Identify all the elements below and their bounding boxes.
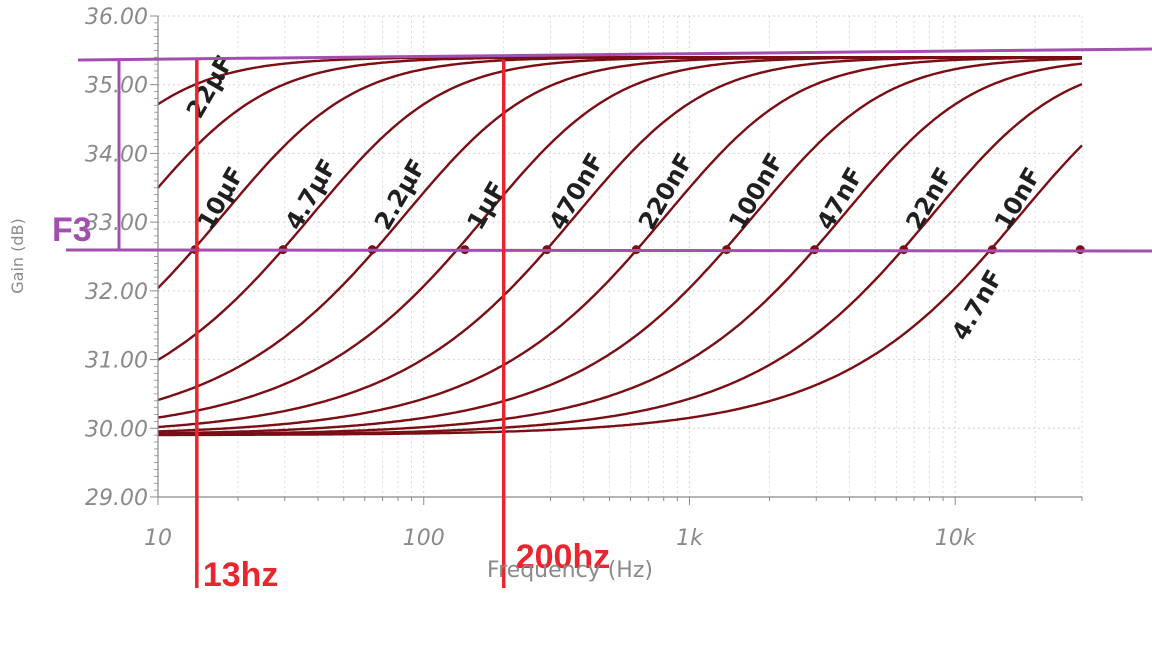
y-tick-label: 30.00: [85, 417, 148, 442]
y-tick-label: 29.00: [85, 486, 148, 511]
frequency-marker-label: 200hz: [516, 538, 611, 576]
y-tick-label: 36.00: [85, 5, 148, 30]
series-label: 47nF: [811, 163, 869, 235]
x-tick-label: 10k: [935, 526, 977, 551]
series-curve: [158, 62, 1083, 436]
series-label: 10nF: [989, 163, 1047, 235]
upper-gain-line: [77, 47, 1152, 62]
x-tick-label: 100: [403, 526, 445, 551]
series-label: 4.7µF: [280, 154, 343, 234]
y-tick-label: 34.00: [85, 142, 148, 167]
y-tick-label: 32.00: [85, 280, 148, 305]
annotations: F3 13hz 200hz: [52, 47, 1152, 594]
series-curve: [157, 56, 1082, 433]
series-label: 10µF: [192, 162, 250, 234]
y-tick-label: 35.00: [85, 74, 148, 99]
x-tick-label: 10: [144, 526, 172, 551]
y-axis-label: Gain (dB): [8, 218, 27, 294]
axes: 29.00 30.00 31.00 32.00 33.00 34.00 35.00 36.00…: [85, 5, 1083, 551]
series-label: 22nF: [900, 163, 958, 235]
x-tick-label: 1k: [676, 526, 704, 551]
f3-annotation-label: F3: [52, 211, 92, 249]
frequency-marker-label: 13hz: [203, 556, 279, 594]
y-tick-label: 33.00: [85, 211, 148, 236]
series-curve: [158, 144, 1083, 437]
x-axis-label: Frequency (Hz): [487, 558, 653, 583]
y-tick-label: 31.00: [85, 349, 148, 374]
curves: [157, 56, 1085, 437]
series-curve: [157, 56, 1082, 429]
f3-gain-line: [65, 248, 1152, 253]
series-curve: [158, 57, 1083, 435]
